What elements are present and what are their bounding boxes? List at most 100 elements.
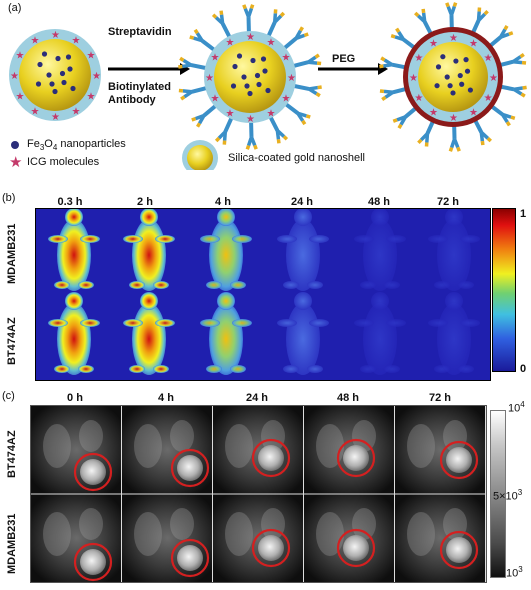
step2-label-peg: PEG: [332, 53, 356, 65]
mri-slice: [395, 494, 486, 582]
mri-scale-bar: [490, 410, 506, 578]
tumor-marker-circle: [251, 438, 291, 478]
mri-time-4: 72 h: [428, 392, 451, 404]
svg-text:★: ★: [409, 73, 418, 84]
mouse-fluorescence: [277, 209, 329, 291]
fluor-row-label-1: BT474AZ: [6, 317, 18, 365]
svg-text:★: ★: [72, 35, 81, 46]
svg-text:★: ★: [51, 30, 60, 41]
fluor-time-4: 48 h: [367, 196, 390, 208]
svg-text:★: ★: [226, 37, 235, 48]
mri-time-0: 0 h: [67, 392, 83, 404]
step1-label-biotinylated: Biotinylated: [108, 81, 171, 93]
mouse-fluorescence: [277, 292, 329, 375]
bare-nanoparticle: ★ ★ ★ ★ ★ ★ ★ ★ ★ ★ ★ ★: [9, 29, 101, 123]
svg-text:★: ★: [87, 51, 96, 62]
mri-slice: [31, 406, 122, 494]
fluor-time-1: 2 h: [137, 196, 153, 208]
svg-text:★: ★: [72, 107, 81, 118]
svg-text:★: ★: [484, 93, 493, 104]
svg-text:★: ★: [246, 32, 255, 43]
fluorescence-image-strip: [35, 208, 491, 381]
svg-text:★: ★: [484, 53, 493, 64]
svg-text:★: ★: [87, 92, 96, 103]
mouse-fluorescence: [123, 292, 175, 375]
tumor-marker-circle: [251, 528, 291, 568]
svg-text:★: ★: [92, 71, 101, 82]
icg-legend-icon: ★: [9, 153, 22, 170]
mri-scale-bottom: 103: [506, 565, 523, 580]
mri-time-3: 48 h: [336, 392, 359, 404]
mri-scale-top: 104: [508, 400, 525, 415]
mri-scale-mid: 5×103: [493, 488, 523, 503]
svg-text:★: ★: [282, 53, 291, 64]
mouse-fluorescence: [354, 209, 406, 291]
fluor-row-label-0: MDAMB231: [6, 223, 18, 284]
mri-time-2: 24 h: [245, 392, 268, 404]
shell-legend-icon: [182, 140, 218, 170]
mouse-fluorescence: [428, 292, 480, 375]
svg-text:★: ★: [10, 71, 19, 82]
svg-text:★: ★: [469, 38, 478, 49]
tumor-marker-circle: [336, 438, 376, 478]
svg-text:★: ★: [267, 37, 276, 48]
svg-text:★: ★: [31, 35, 40, 46]
svg-text:★: ★: [15, 51, 24, 62]
fluor-colorbar: [492, 208, 516, 372]
mri-slice: [122, 406, 213, 494]
svg-text:★: ★: [414, 93, 423, 104]
panel-a-label: (a): [8, 2, 22, 14]
mri-slice: [122, 494, 213, 582]
svg-text:★: ★: [31, 107, 40, 118]
svg-text:★: ★: [51, 112, 60, 123]
mri-slice: [213, 406, 304, 494]
svg-text:★: ★: [267, 109, 276, 120]
svg-text:★: ★: [429, 38, 438, 49]
svg-text:★: ★: [469, 108, 478, 119]
fluor-time-0: 0.3 h: [57, 196, 83, 208]
tumor-marker-circle: [73, 542, 113, 582]
mri-slice: [304, 406, 395, 494]
svg-text:★: ★: [205, 73, 214, 84]
mouse-fluorescence: [200, 209, 252, 291]
svg-text:★: ★: [210, 53, 219, 64]
mri-image-grid: [30, 405, 487, 583]
svg-text:★: ★: [414, 53, 423, 64]
svg-text:★: ★: [429, 108, 438, 119]
svg-text:★: ★: [15, 92, 24, 103]
fluor-time-5: 72 h: [436, 196, 459, 208]
mouse-fluorescence: [48, 209, 100, 291]
fluor-colorbar-max: 1: [520, 208, 527, 220]
svg-text:★: ★: [449, 33, 458, 44]
svg-text:★: ★: [282, 94, 291, 105]
tumor-marker-circle: [170, 538, 210, 578]
mouse-fluorescence: [200, 292, 252, 375]
mri-slice: [213, 494, 304, 582]
mouse-fluorescence: [123, 209, 175, 291]
mouse-fluorescence: [48, 292, 100, 375]
antibody-nanoparticle: ★ ★ ★ ★ ★ ★ ★ ★ ★ ★ ★ ★: [178, 4, 322, 150]
fluor-time-3: 24 h: [290, 196, 313, 208]
panel-c-label: (c): [2, 390, 15, 402]
svg-text:★: ★: [489, 73, 498, 84]
mouse-fluorescence: [428, 209, 480, 291]
icg-legend-label: ICG molecules: [27, 156, 100, 168]
mri-slice: [304, 494, 395, 582]
nanoparticle-scheme: ★ ★ ★ ★ ★ ★ ★ ★ ★ ★ ★ ★ ★ ★ ★ ★ ★ ★ ★ ★ ★ ★ ★ ★ ★ ★ ★ ★ ★ ★ ★ ★ ★ ★ ★ ★ ★: [9, 2, 527, 170]
step1-label-antibody: Antibody: [108, 94, 156, 106]
fluor-colorbar-min: 0: [520, 363, 527, 375]
mouse-fluorescence: [354, 292, 406, 375]
svg-text:★: ★: [449, 113, 458, 124]
pegylated-nanoparticle: ★ ★ ★ ★ ★ ★ ★ ★ ★ ★ ★ ★: [379, 2, 527, 152]
shell-legend-label: Silica-coated gold nanoshell: [228, 152, 365, 164]
tumor-marker-circle: [439, 530, 479, 570]
mri-slice: [31, 494, 122, 582]
mri-time-1: 4 h: [158, 392, 174, 404]
svg-text:★: ★: [210, 94, 219, 105]
tumor-marker-circle: [170, 448, 210, 488]
tumor-marker-circle: [439, 440, 479, 480]
fe3o4-legend-label: Fe3O4 nanoparticles: [27, 138, 126, 153]
svg-text:★: ★: [246, 114, 255, 125]
tumor-marker-circle: [336, 528, 376, 568]
fluor-time-2: 4 h: [215, 196, 231, 208]
